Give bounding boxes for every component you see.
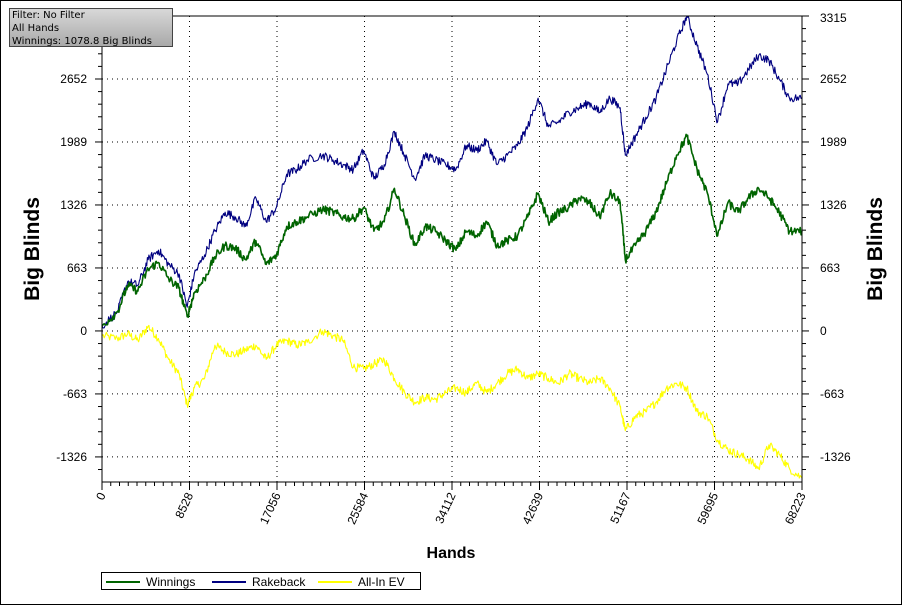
y-tick-label-right: 1989 [820, 135, 847, 149]
winnings-label: Winnings: 1078.8 Big Blinds [12, 36, 152, 47]
y-tick-label-left: 1989 [60, 135, 87, 149]
legend-item-allin-ev: All-In EV [318, 574, 405, 590]
x-axis-title: Hands [427, 545, 476, 562]
legend-label-winnings: Winnings [146, 575, 196, 589]
x-tick-label: 34112 [432, 490, 459, 526]
y-tick-label-right: 0 [820, 324, 827, 338]
legend-swatch-allin-ev [318, 581, 352, 583]
y-tick-label-left: -663 [63, 387, 87, 401]
y-tick-label-left: 1326 [60, 198, 87, 212]
y-tick-label-right: -663 [820, 387, 844, 401]
x-tick-label: 68223 [782, 490, 809, 526]
y-tick-label-right: -1326 [820, 450, 851, 464]
y-tick-label-right: 663 [820, 261, 840, 275]
y-tick-label-left: 0 [80, 324, 87, 338]
y-axis-title-right: Big Blinds [864, 197, 887, 301]
series-layer [101, 15, 803, 479]
x-tick-label: 0 [93, 490, 109, 502]
x-tick-label: 42639 [519, 490, 546, 526]
x-tick-label: 8528 [172, 490, 196, 520]
legend-item-rakeback: Rakeback [212, 574, 305, 590]
y-axis-title-left: Big Blinds [21, 197, 44, 301]
legend-label-rakeback: Rakeback [252, 575, 306, 589]
series-line-winnings [101, 133, 803, 327]
y-tick-label-left: 2652 [60, 72, 87, 86]
y-tick-label-right: 3315 [820, 11, 847, 25]
series-line-all-in-ev [101, 324, 803, 479]
legend-item-winnings: Winnings [106, 574, 195, 590]
grid [102, 16, 802, 482]
x-tick-label: 25584 [344, 490, 371, 526]
series-line-rakeback [101, 15, 803, 329]
filter-info-box: Filter: No Filter All Hands Winnings: 10… [9, 8, 173, 47]
y-tick-label-left: -1326 [56, 450, 87, 464]
x-tick-label: 17056 [257, 490, 284, 526]
y-tick-label-right: 2652 [820, 72, 847, 86]
filter-label: Filter: No Filter [12, 10, 85, 21]
x-tick-label: 51167 [607, 490, 634, 526]
y-tick-label-right: 1326 [820, 198, 847, 212]
legend-swatch-rakeback [212, 581, 246, 583]
legend: Winnings Rakeback All-In EV [101, 572, 421, 590]
x-tick-label: 59695 [694, 490, 721, 526]
axis-ticks: -1326 -663 0 663 1326 1989 2652 -1326 -663 0 663 13… [56, 11, 851, 527]
hands-label: All Hands [12, 23, 60, 34]
y-tick-label-left: 663 [67, 261, 87, 275]
legend-label-allin-ev: All-In EV [358, 575, 405, 589]
legend-swatch-winnings [106, 581, 140, 583]
